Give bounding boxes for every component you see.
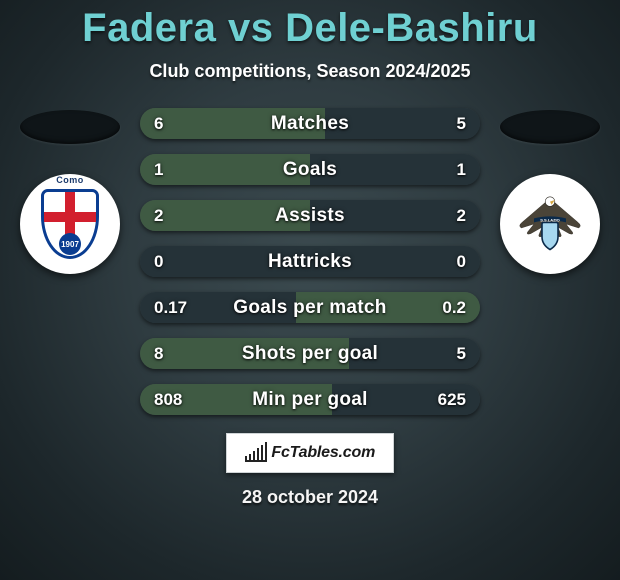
main-row: Como 1907 6 Matches 5 1 Goals 1 2 Assists 2 0 Hatt… — [0, 108, 620, 415]
como-crest-year: 1907 — [59, 233, 81, 255]
stat-value-right: 0 — [426, 252, 466, 272]
stat-label: Matches — [271, 113, 349, 135]
left-player-col: Como 1907 — [10, 108, 130, 274]
right-club-badge: S.S.LAZIO — [500, 174, 600, 274]
stat-label: Hattricks — [268, 251, 352, 273]
stat-row: 1 Goals 1 — [140, 154, 480, 185]
page-title: Fadera vs Dele-Bashiru — [82, 6, 538, 51]
stat-row: 0.17 Goals per match 0.2 — [140, 292, 480, 323]
stat-value-left: 8 — [154, 344, 194, 364]
fctables-logo-bars-icon — [245, 444, 268, 462]
stat-value-left: 0.17 — [154, 298, 194, 318]
fctables-logo-text: FcTables.com — [271, 444, 375, 462]
left-club-badge: Como 1907 — [20, 174, 120, 274]
stat-row: 8 Shots per goal 5 — [140, 338, 480, 369]
stat-value-left: 0 — [154, 252, 194, 272]
stat-value-left: 2 — [154, 206, 194, 226]
date-label: 28 october 2024 — [242, 487, 378, 508]
stat-label: Shots per goal — [242, 343, 378, 365]
fctables-logo: FcTables.com — [226, 433, 394, 473]
lazio-crest-icon: S.S.LAZIO — [510, 184, 590, 264]
stat-row: 0 Hattricks 0 — [140, 246, 480, 277]
stat-value-left: 6 — [154, 114, 194, 134]
stats-column: 6 Matches 5 1 Goals 1 2 Assists 2 0 Hattricks 0 0.17… — [130, 108, 490, 415]
right-player-silhouette — [500, 110, 600, 144]
stat-value-right: 0.2 — [426, 298, 466, 318]
left-player-silhouette — [20, 110, 120, 144]
stat-value-left: 808 — [154, 390, 194, 410]
stat-value-right: 625 — [426, 390, 466, 410]
stat-label: Goals — [283, 159, 337, 181]
right-player-col: S.S.LAZIO — [490, 108, 610, 274]
stat-label: Goals per match — [233, 297, 386, 319]
subtitle: Club competitions, Season 2024/2025 — [149, 61, 470, 82]
stat-row: 6 Matches 5 — [140, 108, 480, 139]
stat-value-right: 5 — [426, 344, 466, 364]
stat-value-right: 1 — [426, 160, 466, 180]
stat-value-right: 5 — [426, 114, 466, 134]
stat-label: Min per goal — [252, 389, 368, 411]
stat-row: 2 Assists 2 — [140, 200, 480, 231]
svg-text:S.S.LAZIO: S.S.LAZIO — [540, 218, 560, 223]
stat-value-right: 2 — [426, 206, 466, 226]
stat-label: Assists — [275, 205, 345, 227]
stat-value-left: 1 — [154, 160, 194, 180]
stat-row: 808 Min per goal 625 — [140, 384, 480, 415]
como-crest-icon: Como 1907 — [41, 189, 99, 259]
como-crest-label: Como — [56, 175, 84, 185]
